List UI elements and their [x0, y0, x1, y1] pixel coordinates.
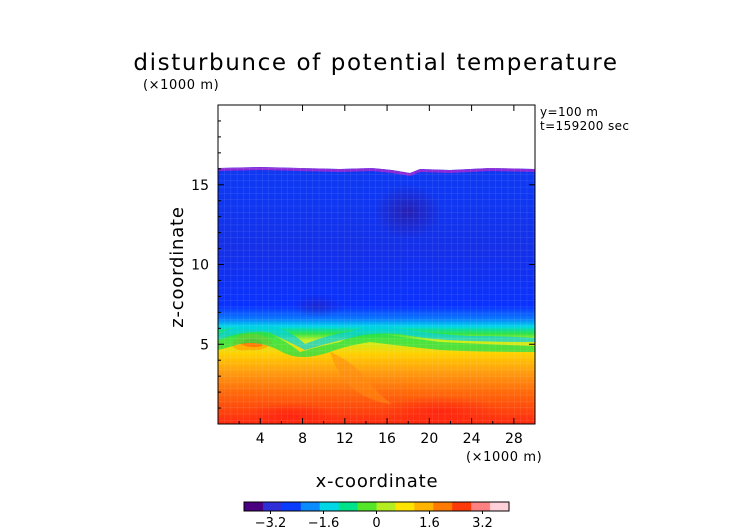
x-tick-label: 20	[420, 431, 438, 447]
colorbar-swatch	[433, 502, 453, 511]
colorbar-swatch	[471, 502, 491, 511]
colorbar-swatch	[262, 502, 283, 511]
colorbar-swatch	[357, 502, 377, 511]
y-axis-label: z-coordinate	[167, 206, 188, 328]
colorbar-tick-label: 1.6	[419, 516, 440, 531]
x-axis-ticks: 4 8 12 16 20 24 28	[238, 105, 523, 447]
x-unit-label: (×1000 m)	[466, 450, 542, 465]
colorbar-tick-label: 0	[372, 516, 380, 531]
y-tick-label: 5	[200, 337, 209, 353]
colorbar-swatch	[395, 502, 415, 511]
colorbar-tick-label: −3.2	[255, 516, 287, 531]
y-tick-label: 15	[191, 178, 209, 194]
y-unit-label: (×1000 m)	[143, 78, 219, 93]
x-tick-label: 28	[505, 431, 523, 447]
colorbar-swatch	[281, 502, 302, 511]
x-tick-label: 12	[336, 431, 354, 447]
colorbar-tick-label: 3.2	[472, 516, 493, 531]
colorbar-swatch	[490, 502, 510, 511]
x-tick-label: 4	[256, 431, 265, 447]
colorbar-swatch	[414, 502, 434, 511]
colorbar: −3.2 −1.6 0 1.6 3.2	[243, 501, 510, 531]
x-tick-label: 24	[463, 431, 481, 447]
x-axis-label: x-coordinate	[316, 471, 439, 492]
x-tick-label: 16	[378, 431, 396, 447]
colorbar-swatch	[319, 502, 340, 511]
colorbar-swatch	[244, 502, 264, 511]
annotation-line: t=159200 sec	[540, 119, 629, 133]
chart-title: disturbunce of potential temperature	[133, 50, 618, 76]
annotation-text: y=100 mt=159200 sec	[540, 105, 629, 133]
colorbar-swatch	[338, 502, 359, 511]
colorbar-swatch	[452, 502, 472, 511]
y-axis-ticks: 5 10 15	[191, 120, 535, 409]
y-tick-label: 10	[191, 258, 209, 274]
annotation-line: y=100 m	[540, 105, 598, 119]
colorbar-swatch	[300, 502, 321, 511]
heatmap-field	[218, 167, 535, 424]
x-tick-label: 8	[298, 431, 307, 447]
colorbar-swatch	[376, 502, 396, 511]
colorbar-tick-label: −1.6	[308, 516, 340, 531]
